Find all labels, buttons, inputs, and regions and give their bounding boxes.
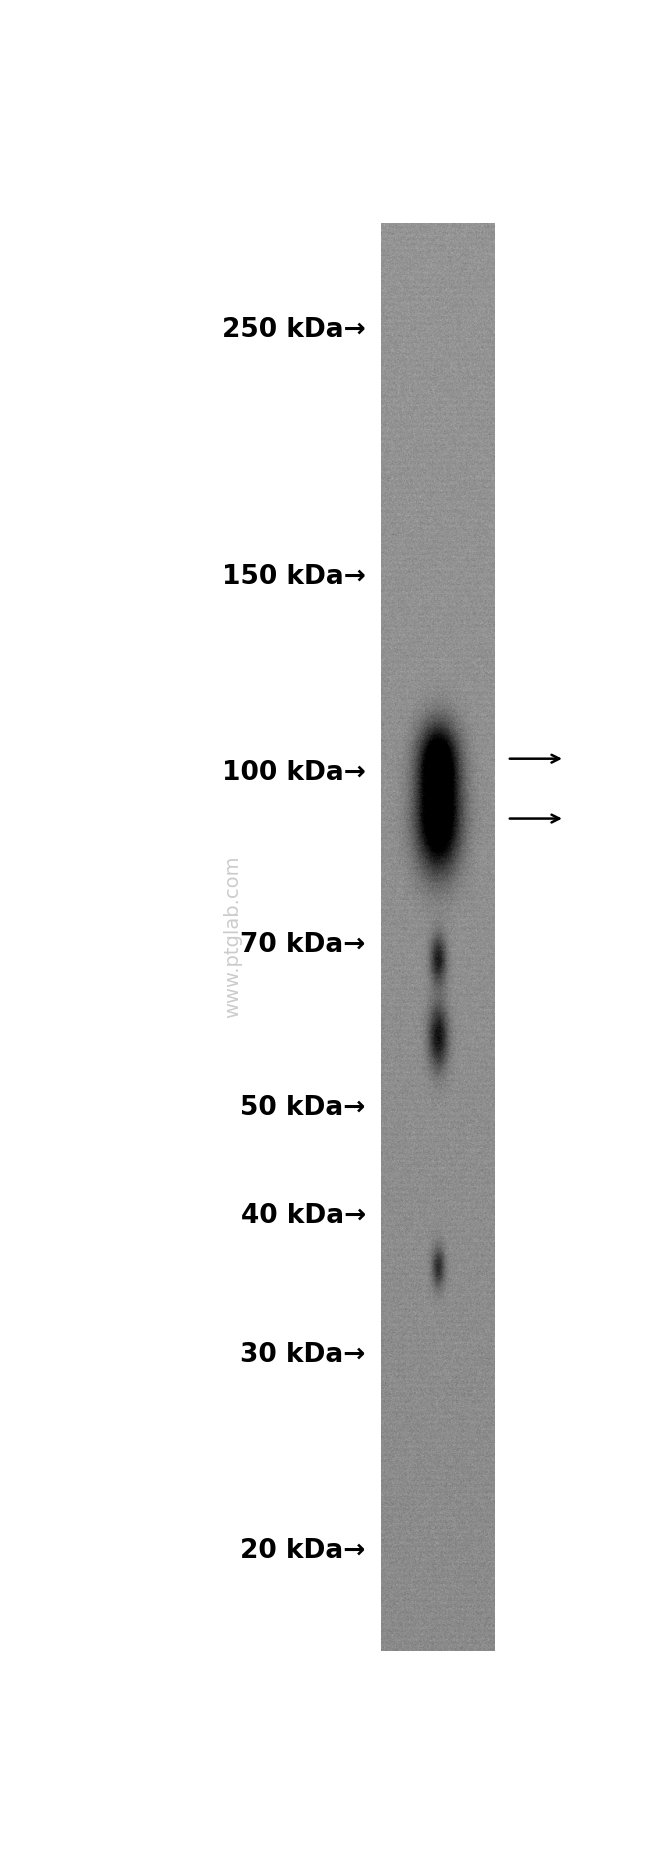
Text: 30 kDa→: 30 kDa→	[240, 1341, 366, 1367]
Text: 250 kDa→: 250 kDa→	[222, 317, 366, 343]
Text: www.ptglab.com: www.ptglab.com	[223, 855, 242, 1018]
Text: 20 kDa→: 20 kDa→	[240, 1538, 366, 1564]
Text: 70 kDa→: 70 kDa→	[240, 933, 366, 959]
Text: 100 kDa→: 100 kDa→	[222, 761, 366, 787]
Text: 50 kDa→: 50 kDa→	[240, 1094, 366, 1120]
Text: 150 kDa→: 150 kDa→	[222, 564, 366, 590]
Text: 40 kDa→: 40 kDa→	[240, 1202, 366, 1228]
